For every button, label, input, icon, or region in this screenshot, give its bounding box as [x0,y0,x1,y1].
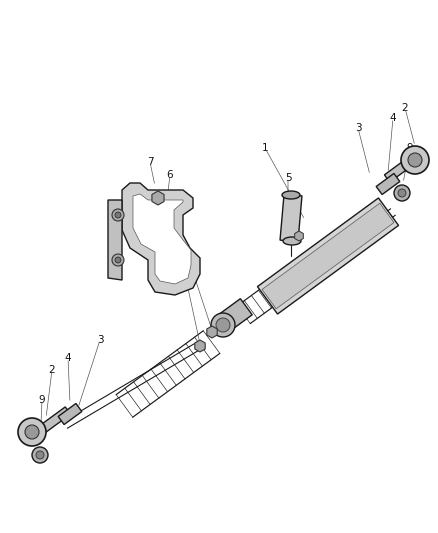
Text: 4: 4 [65,353,71,363]
Polygon shape [295,231,304,241]
Circle shape [25,425,39,439]
Text: 6: 6 [167,170,173,180]
Polygon shape [207,326,217,338]
Circle shape [408,153,422,167]
Circle shape [32,447,48,463]
Text: 5: 5 [285,173,291,183]
Polygon shape [376,173,400,195]
Text: 9: 9 [407,143,413,153]
Text: 1: 1 [261,143,268,153]
Polygon shape [258,198,399,314]
Circle shape [211,313,235,337]
Text: 3: 3 [355,123,361,133]
Polygon shape [262,203,394,309]
Text: 9: 9 [39,395,45,405]
Polygon shape [108,200,122,280]
Text: 2: 2 [49,365,55,375]
Circle shape [401,146,429,174]
Polygon shape [122,183,200,295]
Polygon shape [152,191,164,205]
Text: 8: 8 [182,243,188,253]
Circle shape [115,212,121,218]
Ellipse shape [282,191,300,199]
Polygon shape [195,340,205,352]
Text: 3: 3 [97,335,103,345]
Text: 2: 2 [402,103,408,113]
Text: 4: 4 [390,113,396,123]
Circle shape [112,209,124,221]
Polygon shape [280,195,302,241]
Circle shape [394,185,410,201]
Circle shape [216,318,230,332]
Circle shape [115,257,121,263]
Text: 10: 10 [177,260,190,270]
Polygon shape [39,407,71,433]
Polygon shape [385,156,416,182]
Circle shape [36,451,44,459]
Text: 7: 7 [147,157,153,167]
Polygon shape [218,298,252,332]
Ellipse shape [283,237,301,245]
Circle shape [112,254,124,266]
Circle shape [18,418,46,446]
Circle shape [398,189,406,197]
Polygon shape [133,194,191,284]
Polygon shape [58,403,82,424]
